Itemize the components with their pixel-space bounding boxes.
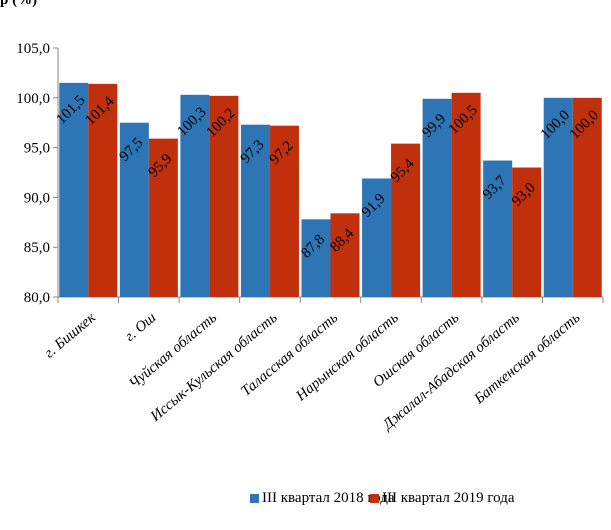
bar-2018 (362, 178, 392, 297)
legend-swatch-2018 (250, 494, 259, 503)
y-tick-label: 100,0 (16, 91, 50, 107)
bar-2018 (543, 97, 573, 297)
bar-2018 (59, 82, 89, 297)
legend-swatch-2019 (370, 494, 379, 503)
bar-2019 (209, 95, 239, 297)
bar-2019 (269, 125, 299, 297)
bar-2019 (572, 97, 602, 297)
y-tick-label: 95,0 (24, 141, 50, 157)
category-label: г. Бишкек (42, 309, 100, 361)
legend-label-2019: III квартал 2019 года (382, 490, 515, 506)
bar-2018 (240, 124, 270, 297)
bar-2019 (451, 92, 481, 297)
bar-2018 (180, 94, 210, 297)
legend-item-2019: III квартал 2019 года (370, 490, 515, 507)
category-label: г. Ош (122, 310, 159, 345)
legend-label-2018: III квартал 2018 года (262, 490, 395, 506)
category-label: Нарынская область (293, 310, 402, 405)
bar-2019 (391, 143, 421, 297)
bar-2019 (330, 213, 360, 297)
bar-2019 (512, 167, 542, 297)
bar-2018 (483, 160, 513, 297)
chart-title-fragment: р (%) (0, 0, 38, 8)
bar-2019 (88, 83, 118, 297)
bar-2018 (422, 98, 452, 298)
bar-2018 (119, 122, 149, 297)
category-label: Баткенская область (471, 310, 584, 408)
bar-2018 (301, 219, 331, 297)
y-tick-label: 85,0 (24, 240, 50, 256)
legend-item-2018: III квартал 2018 года (250, 490, 395, 507)
bar-2019 (148, 138, 178, 297)
y-tick-label: 80,0 (24, 290, 50, 306)
y-tick-label: 90,0 (24, 190, 50, 206)
y-tick-label: 105,0 (16, 41, 50, 57)
